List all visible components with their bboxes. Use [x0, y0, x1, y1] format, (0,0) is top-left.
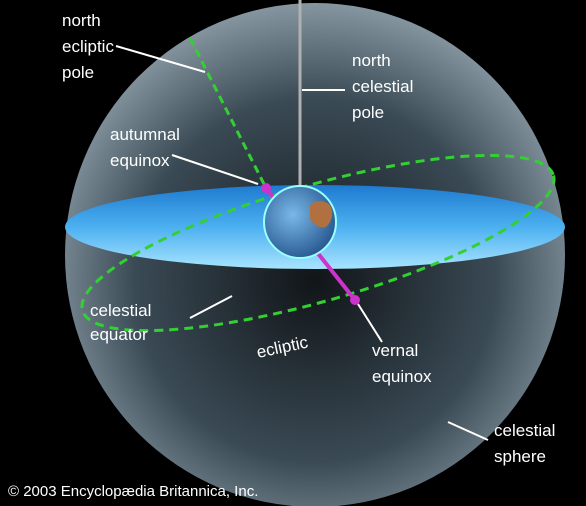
autumnal-equinox-point — [261, 183, 271, 193]
label: vernal — [372, 341, 418, 360]
label: pole — [62, 63, 94, 82]
diagram: north ecliptic pole north celestial pole… — [0, 0, 586, 506]
label: celestial — [352, 77, 413, 96]
label: equinox — [110, 151, 170, 170]
label: celestial — [90, 301, 151, 320]
label: equator — [90, 325, 148, 344]
label: ecliptic — [62, 37, 114, 56]
label: north — [62, 11, 101, 30]
label: pole — [352, 103, 384, 122]
copyright: © 2003 Encyclopædia Britannica, Inc. — [8, 483, 258, 500]
label: north — [352, 51, 391, 70]
label: autumnal — [110, 125, 180, 144]
label: equinox — [372, 367, 432, 386]
vernal-equinox-point — [350, 295, 360, 305]
label: celestial — [494, 421, 555, 440]
label: sphere — [494, 447, 546, 466]
